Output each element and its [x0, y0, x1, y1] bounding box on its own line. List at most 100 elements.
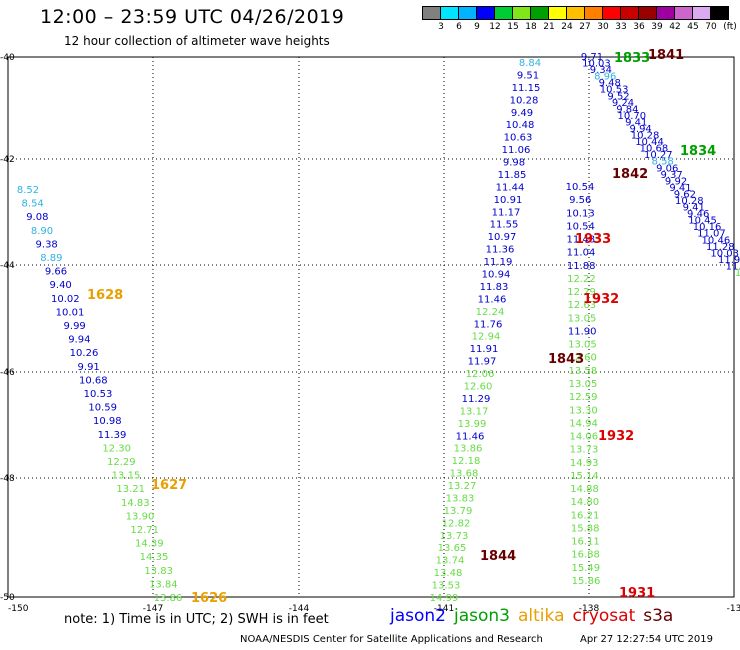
right-track-value: 1	[735, 268, 740, 279]
longitude-label: -150	[8, 604, 29, 614]
color-scale-label: 39	[651, 22, 663, 32]
right-track-value: 10.03	[582, 59, 611, 70]
left-track-value: 9.66	[45, 267, 67, 278]
middle-track-value: 11.06	[502, 145, 531, 156]
color-scale-label: 45	[687, 22, 699, 32]
right-track-value: 10.28	[631, 131, 660, 142]
units-note: note: 1) Time is in UTC; 2) SWH is in fe…	[64, 612, 329, 627]
middle-track2-value: 16.88	[571, 550, 600, 561]
middle-track2-value: 14.93	[570, 458, 599, 469]
middle-track2-value: 11.88	[567, 261, 596, 272]
pass-time-label: 1627	[151, 478, 187, 493]
middle-track2-value: 12.63	[567, 300, 596, 311]
left-track-value: 8.89	[40, 253, 62, 264]
left-track-value: 10.01	[56, 307, 85, 318]
right-track-value: 9.84	[616, 104, 638, 115]
middle-track2-value: 14.80	[570, 497, 599, 508]
middle-track-value: 10.94	[482, 270, 511, 281]
middle-track2-value: 11.48	[566, 235, 595, 246]
middle-track2-value: 13.05	[568, 313, 597, 324]
right-track-value: 10.53	[600, 85, 629, 96]
left-track-value: 9.94	[68, 335, 90, 346]
legend-item-cryosat: cryosat	[572, 606, 636, 626]
left-track-value: 13.21	[116, 484, 145, 495]
pass-time-label: 1932	[598, 429, 634, 444]
color-scale-bar	[422, 6, 729, 20]
color-scale-label: 9	[474, 22, 480, 32]
left-track-value: 9.08	[26, 212, 48, 223]
longitude-label: -138	[579, 604, 600, 614]
right-track-value: 9.06	[656, 163, 678, 174]
middle-track-value: 11.46	[478, 294, 507, 305]
left-track-value: 10.26	[70, 348, 99, 359]
right-track-value: 11.07	[697, 229, 726, 240]
middle-track2-value: 11.04	[567, 248, 596, 259]
middle-track-value: 12.06	[466, 369, 495, 380]
left-track-value: 14.83	[121, 498, 150, 509]
middle-track2-value: 12.22	[567, 274, 596, 285]
right-track-value: 10.68	[640, 144, 669, 155]
middle-track-value: 13.74	[436, 556, 465, 567]
middle-track-value: 9.49	[511, 108, 533, 119]
right-track-value: 9.41	[683, 203, 705, 214]
middle-track2-value: 13.73	[570, 445, 599, 456]
middle-track2-value: 13.58	[568, 366, 597, 377]
longitude-label: -13	[727, 604, 740, 614]
color-scale-label: 30	[597, 22, 609, 32]
middle-track-value: 11.29	[462, 394, 491, 405]
middle-track-value: 13.99	[458, 419, 487, 430]
middle-track2-value: 13.05	[569, 379, 598, 390]
footer-timestamp: Apr 27 12:27:54 UTC 2019	[580, 634, 713, 645]
right-track-value: 10.44	[635, 137, 664, 148]
latitude-label: -50	[0, 593, 15, 603]
middle-track2-value: 14.88	[570, 484, 599, 495]
middle-track-value: 13.83	[446, 493, 475, 504]
middle-track2-value: 14.94	[569, 418, 598, 429]
middle-track-value: 8.84	[519, 58, 541, 69]
middle-track2-value: 13.30	[569, 405, 598, 416]
right-track-value: 9.71	[581, 52, 603, 63]
color-scale-label: 24	[561, 22, 573, 32]
right-track-value: 9.48	[599, 78, 621, 89]
satellite-legend: jason2 jason3 altika cryosat s3a	[390, 606, 681, 626]
middle-track-value: 11.19	[484, 257, 513, 268]
color-scale-label: 12	[489, 22, 501, 32]
color-scale-label: 3	[438, 22, 444, 32]
legend-item-s3a: s3a	[643, 606, 674, 626]
color-scale-labels: 3 6 9 12 15 18 21 24 27 30 33 36 39 42 45 70 (ft)	[422, 22, 740, 36]
legend-item-jason3: jason3	[454, 606, 510, 626]
longitude-label: -141	[434, 604, 454, 614]
middle-track2-value: 15.49	[571, 563, 600, 574]
left-track-value: 13.86	[154, 593, 183, 604]
middle-track2-value: 15.14	[570, 471, 599, 482]
right-track-value: 9.41	[669, 183, 691, 194]
color-scale-label: 21	[543, 22, 555, 32]
left-track-value: 14.35	[140, 552, 169, 563]
left-track-value: 11.39	[98, 430, 127, 441]
color-scale-label: 6	[456, 22, 462, 32]
pass-time-label: 1844	[480, 549, 516, 564]
left-track-value: 8.90	[31, 226, 53, 237]
left-track-value: 13.15	[112, 471, 141, 482]
right-track-value: 9.41	[625, 117, 647, 128]
middle-track2-value: 12.29	[567, 287, 596, 298]
middle-track2-value: 13.05	[568, 340, 597, 351]
middle-track-value: 14.99	[430, 593, 459, 604]
color-scale-label: 70	[705, 22, 717, 32]
color-scale-label: 33	[615, 22, 627, 32]
middle-track-value: 9.51	[517, 70, 539, 81]
middle-track-value: 10.63	[504, 133, 533, 144]
color-scale-label: 18	[525, 22, 537, 32]
left-track-value: 9.99	[64, 321, 86, 332]
middle-track2-value: 9.56	[569, 195, 591, 206]
right-track-value: 10.28	[675, 196, 704, 207]
right-track-value: 10.03	[710, 248, 739, 259]
right-track-value: 9.92	[665, 176, 687, 187]
middle-track2-value: 16.11	[571, 537, 600, 548]
middle-track-value: 11.15	[512, 83, 541, 94]
legend-item-jason2: jason2	[390, 606, 446, 626]
left-track-value: 10.98	[93, 416, 122, 427]
left-track-value: 9.40	[50, 280, 72, 291]
middle-track2-value: 11.90	[568, 326, 597, 337]
